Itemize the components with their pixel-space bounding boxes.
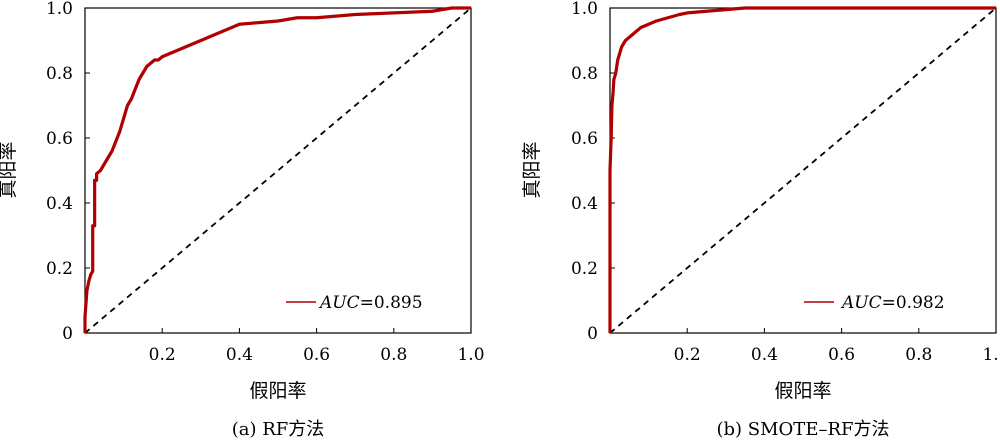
y-tick-label-b: 0.2 [571, 259, 598, 279]
y-tick-label-b: 0 [587, 324, 598, 344]
legend-var-a: AUC [318, 293, 360, 313]
legend-a: AUC=0.895 [286, 293, 423, 313]
x-tick-label-a: 1.0 [457, 345, 484, 365]
y-axis-label-a: 真阳率 [0, 141, 19, 198]
y-tick-label-a: 1.0 [46, 0, 73, 19]
chart-panel-b: 0.2 0.4 0.6 0.8 1.0 0 0.2 0.4 0.6 0.8 1.0 AUC=0.98… [521, 0, 1000, 440]
legend-b: AUC=0.982 [804, 293, 945, 313]
reference-diagonal-a [84, 7, 472, 334]
roc-curve-a [83, 6, 471, 333]
roc-curve-b [608, 6, 996, 333]
legend-var-b: AUC [840, 293, 882, 313]
x-tick-label-b: 0.8 [905, 345, 932, 365]
x-tick-label-b: 0.6 [828, 345, 855, 365]
caption-b: (b) SMOTE–RF方法 [717, 419, 890, 440]
y-axis-label-b: 真阳率 [521, 141, 543, 198]
y-tick-label-b: 1.0 [571, 0, 598, 19]
caption-a: (a) RF方法 [232, 419, 325, 440]
y-tick-label-a: 0 [62, 324, 73, 344]
y-tick-label-b: 0.4 [571, 194, 598, 214]
y-tick-label-a: 0.8 [46, 64, 73, 84]
chart-panel-a: 0.2 0.4 0.6 0.8 1.0 0 0.2 0.4 0.6 0.8 1.0 AUC=0.89… [0, 0, 485, 440]
plot-area-a [84, 7, 472, 334]
plot-area-b [609, 7, 997, 334]
legend-value-b: =0.982 [882, 293, 945, 313]
legend-value-a: =0.895 [360, 293, 423, 313]
y-tick-label-a: 0.2 [46, 259, 73, 279]
x-axis-label-b: 假阳率 [774, 380, 831, 402]
x-tick-label-b: 0.2 [674, 345, 701, 365]
axis-ticks-b: 0.2 0.4 0.6 0.8 1.0 0 0.2 0.4 0.6 0.8 1.0 [571, 0, 1000, 365]
x-tick-label-b: 0.4 [751, 345, 778, 365]
x-tick-label-a: 0.6 [303, 345, 330, 365]
axis-ticks-a: 0.2 0.4 0.6 0.8 1.0 0 0.2 0.4 0.6 0.8 1.0 [46, 0, 485, 365]
x-tick-label-a: 0.2 [149, 345, 176, 365]
legend-label-b: AUC=0.982 [840, 293, 945, 313]
x-axis-label-a: 假阳率 [249, 380, 306, 402]
y-tick-label-b: 0.6 [571, 129, 598, 149]
x-tick-label-b: 1.0 [982, 345, 1000, 365]
reference-diagonal-b [609, 7, 997, 334]
legend-label-a: AUC=0.895 [318, 293, 423, 313]
x-tick-label-a: 0.8 [380, 345, 407, 365]
x-tick-label-a: 0.4 [226, 345, 253, 365]
y-tick-label-a: 0.6 [46, 129, 73, 149]
y-tick-label-a: 0.4 [46, 194, 73, 214]
y-tick-label-b: 0.8 [571, 64, 598, 84]
